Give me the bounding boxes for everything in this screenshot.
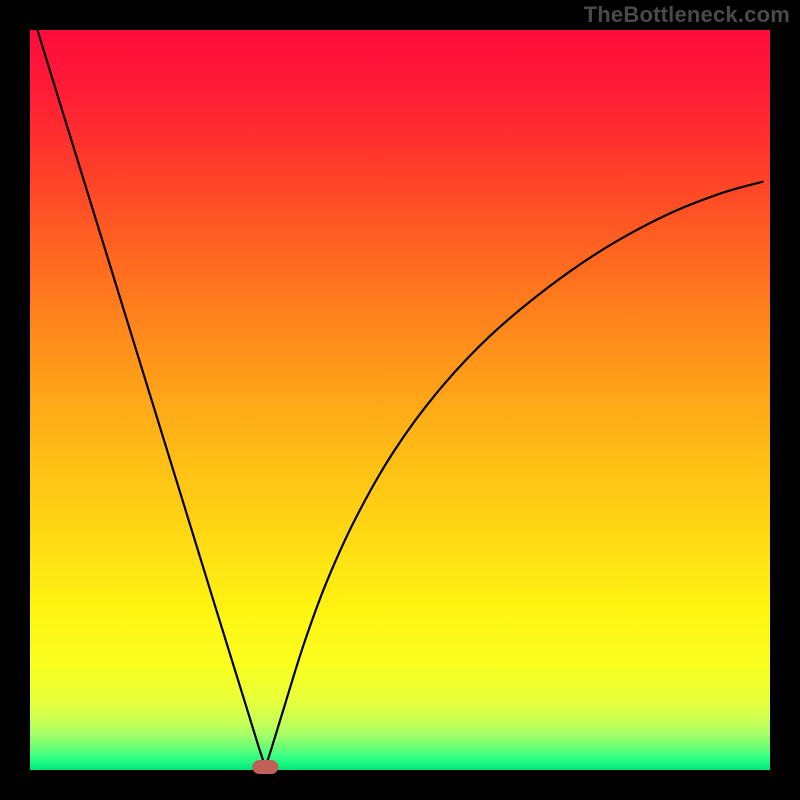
bottleneck-chart bbox=[0, 0, 800, 800]
plot-background bbox=[30, 30, 770, 770]
optimum-marker bbox=[252, 760, 278, 774]
watermark-text: TheBottleneck.com bbox=[584, 2, 790, 28]
